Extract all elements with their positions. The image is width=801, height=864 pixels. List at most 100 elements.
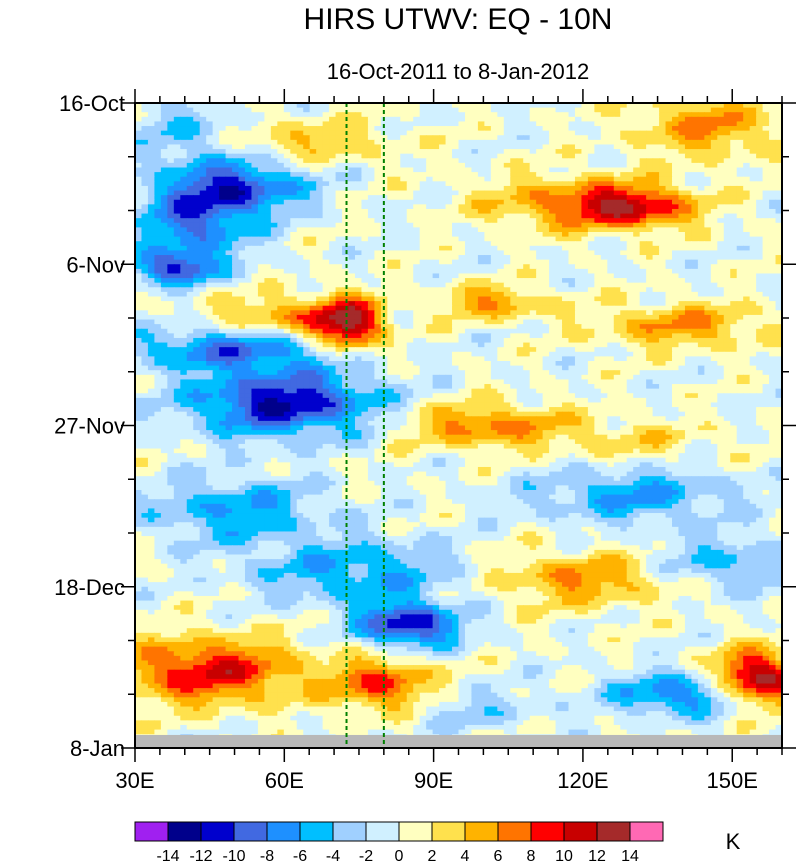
heatmap-cell — [296, 162, 304, 169]
heatmap-cell — [490, 116, 498, 123]
heatmap-cell — [264, 121, 272, 127]
heatmap-cell — [348, 116, 356, 123]
heatmap-cell — [684, 107, 693, 113]
heatmap-cell — [439, 328, 447, 334]
heatmap-cell — [717, 310, 725, 316]
heatmap-cell — [270, 126, 278, 132]
heatmap-cell — [322, 176, 330, 182]
heatmap-cell — [497, 149, 505, 155]
heatmap-cell — [691, 103, 699, 109]
heatmap-cell — [257, 245, 265, 252]
heatmap-cell — [147, 213, 156, 219]
heatmap-cell — [316, 250, 324, 256]
heatmap-cell — [374, 232, 382, 238]
heatmap-cell — [723, 176, 731, 182]
heatmap-cell — [574, 273, 583, 279]
heatmap-cell — [160, 167, 168, 173]
heatmap-cell — [626, 218, 634, 224]
heatmap-cell — [367, 153, 375, 159]
heatmap-cell — [516, 126, 524, 132]
heatmap-cell — [445, 222, 453, 228]
heatmap-cell — [600, 319, 608, 325]
heatmap-cell — [329, 319, 337, 325]
heatmap-cell — [704, 310, 712, 316]
heatmap-cell — [180, 236, 188, 242]
heatmap-cell — [439, 135, 447, 141]
heatmap-cell — [503, 264, 511, 270]
heatmap-cell — [594, 204, 602, 210]
heatmap-cell — [665, 255, 673, 261]
heatmap-cell — [775, 268, 782, 275]
heatmap-cell — [141, 268, 149, 275]
heatmap-cell — [555, 245, 563, 252]
heatmap-cell — [432, 273, 440, 279]
heatmap-cell — [180, 264, 188, 270]
heatmap-cell — [523, 218, 531, 224]
heatmap-cell — [704, 227, 712, 233]
heatmap-cell — [639, 172, 647, 178]
heatmap-cell — [600, 255, 608, 261]
heatmap-cell — [639, 287, 647, 293]
heatmap-cell — [639, 153, 647, 159]
heatmap-cell — [452, 278, 460, 284]
heatmap-cell — [290, 176, 298, 182]
heatmap-cell — [160, 176, 168, 182]
heatmap-cell — [367, 222, 375, 228]
heatmap-cell — [464, 324, 473, 330]
heatmap-cell — [581, 218, 589, 224]
heatmap-cell — [199, 310, 207, 316]
heatmap-cell — [620, 190, 628, 196]
heatmap-cell — [135, 195, 143, 201]
heatmap-cell — [419, 291, 427, 298]
heatmap-cell — [290, 144, 298, 150]
heatmap-cell — [691, 204, 699, 210]
heatmap-cell — [626, 153, 634, 159]
heatmap-cell — [406, 107, 414, 113]
heatmap-cell — [232, 227, 240, 233]
heatmap-cell — [769, 204, 777, 210]
heatmap-cell — [769, 287, 777, 293]
heatmap-cell — [471, 291, 479, 298]
heatmap-cell — [678, 264, 686, 270]
heatmap-cell — [574, 135, 583, 141]
heatmap-cell — [613, 232, 621, 238]
heatmap-cell — [193, 268, 201, 275]
heatmap-cell — [775, 116, 782, 123]
heatmap-cell — [723, 259, 731, 265]
heatmap-cell — [620, 144, 628, 150]
heatmap-cell — [743, 268, 751, 275]
heatmap-cell — [316, 287, 324, 293]
heatmap-cell — [419, 107, 427, 113]
heatmap-cell — [458, 112, 466, 118]
heatmap-cell — [309, 121, 317, 127]
heatmap-cell — [393, 319, 401, 325]
heatmap-cell — [762, 250, 770, 256]
heatmap-cell — [173, 232, 181, 238]
heatmap-cell — [238, 149, 246, 155]
heatmap-cell — [238, 153, 246, 159]
heatmap-cell — [665, 204, 673, 210]
heatmap-cell — [316, 259, 324, 265]
heatmap-cell — [439, 121, 447, 127]
heatmap-cell — [723, 144, 731, 150]
heatmap-cell — [342, 139, 350, 146]
heatmap-cell — [160, 227, 168, 233]
heatmap-cell — [264, 204, 272, 210]
heatmap-cell — [704, 236, 712, 242]
heatmap-cell — [710, 116, 718, 123]
heatmap-cell — [290, 296, 298, 302]
heatmap-cell — [620, 241, 628, 247]
heatmap-cell — [426, 264, 434, 270]
heatmap-cell — [652, 324, 660, 330]
heatmap-cell — [199, 218, 207, 224]
heatmap-cell — [503, 149, 511, 155]
heatmap-cell — [477, 236, 485, 242]
heatmap-cell — [587, 107, 595, 113]
heatmap-cell — [477, 139, 485, 146]
heatmap-cell — [367, 310, 375, 316]
heatmap-cell — [587, 236, 595, 242]
heatmap-cell — [141, 195, 149, 201]
heatmap-cell — [646, 162, 654, 169]
heatmap-cell — [607, 121, 615, 127]
heatmap-cell — [290, 208, 298, 215]
